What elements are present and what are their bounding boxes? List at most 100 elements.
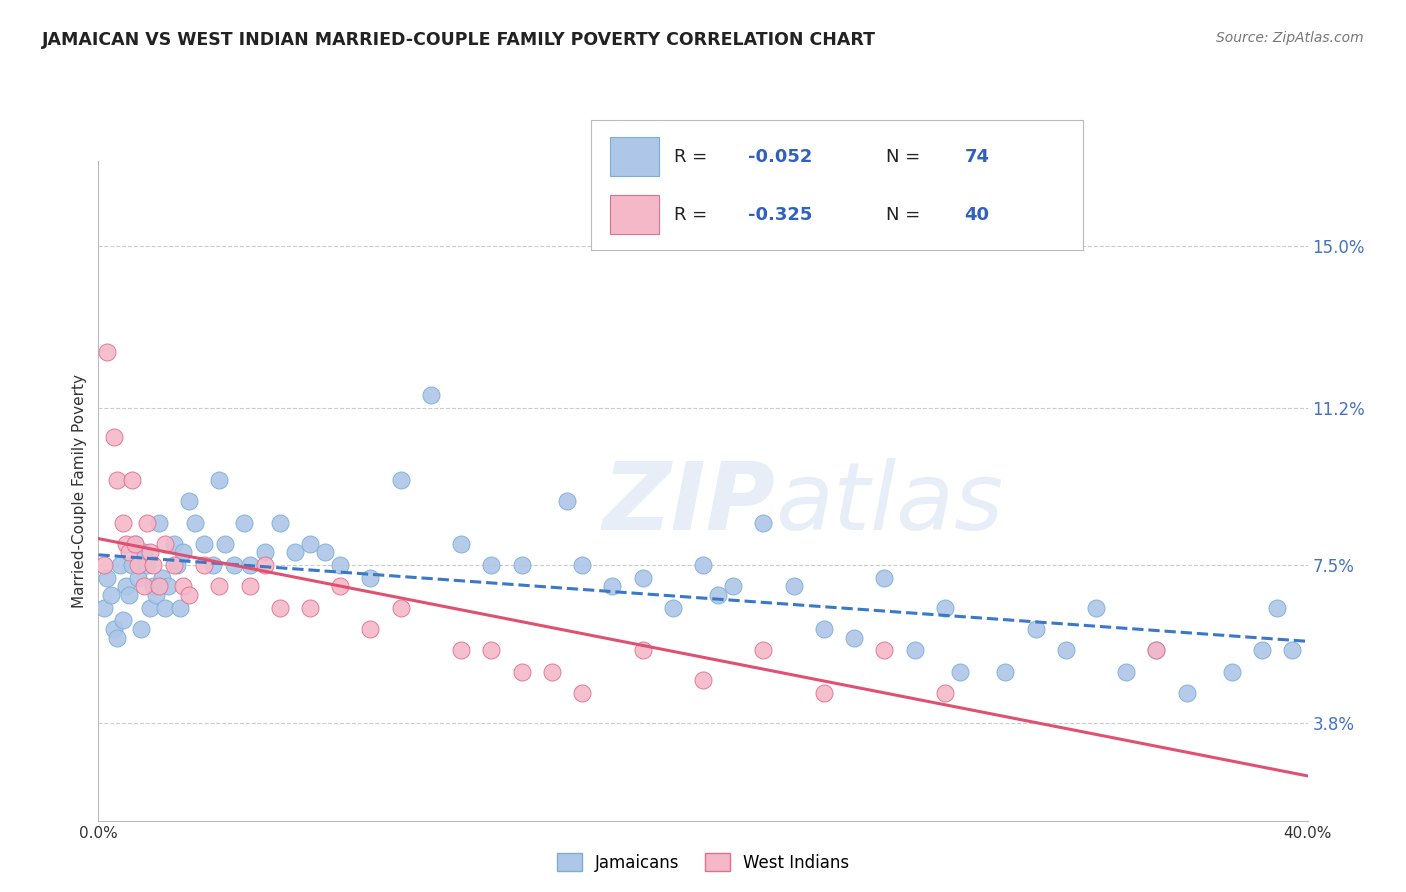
Point bbox=[299, 537, 322, 551]
Y-axis label: Married-Couple Family Poverty: Married-Couple Family Poverty bbox=[72, 374, 87, 607]
Point bbox=[1146, 643, 1168, 657]
Point bbox=[118, 588, 141, 602]
Point bbox=[541, 665, 564, 679]
Text: atlas: atlas bbox=[776, 458, 1004, 549]
Point bbox=[994, 665, 1017, 679]
Point bbox=[114, 537, 136, 551]
Point bbox=[103, 430, 125, 444]
Text: JAMAICAN VS WEST INDIAN MARRIED-COUPLE FAMILY POVERTY CORRELATION CHART: JAMAICAN VS WEST INDIAN MARRIED-COUPLE F… bbox=[42, 31, 876, 49]
Point bbox=[571, 686, 593, 700]
Point bbox=[420, 388, 443, 402]
FancyBboxPatch shape bbox=[610, 137, 659, 176]
Point bbox=[179, 494, 201, 508]
Point bbox=[135, 516, 157, 530]
Point bbox=[156, 579, 179, 593]
Point bbox=[783, 579, 806, 593]
Point bbox=[602, 579, 624, 593]
Point bbox=[329, 579, 352, 593]
FancyBboxPatch shape bbox=[610, 195, 659, 235]
Point bbox=[934, 600, 956, 615]
Point bbox=[949, 665, 972, 679]
Point bbox=[1175, 686, 1198, 700]
Point bbox=[121, 473, 143, 487]
Point bbox=[172, 579, 194, 593]
Point bbox=[169, 600, 191, 615]
Point bbox=[692, 673, 714, 687]
Point bbox=[450, 537, 472, 551]
Point bbox=[139, 600, 162, 615]
Text: R =: R = bbox=[675, 206, 713, 224]
Point bbox=[153, 537, 176, 551]
Point bbox=[1281, 643, 1303, 657]
Point bbox=[904, 643, 927, 657]
Point bbox=[1220, 665, 1243, 679]
Point bbox=[1024, 622, 1046, 636]
Point bbox=[510, 558, 533, 573]
Point bbox=[202, 558, 225, 573]
Point bbox=[752, 516, 775, 530]
Point bbox=[450, 643, 472, 657]
Legend: Jamaicans, West Indians: Jamaicans, West Indians bbox=[550, 847, 856, 879]
Text: R =: R = bbox=[675, 148, 713, 166]
Point bbox=[145, 588, 167, 602]
Point bbox=[193, 537, 215, 551]
Point bbox=[129, 622, 152, 636]
Point bbox=[253, 545, 276, 559]
Point bbox=[329, 558, 352, 573]
Text: N =: N = bbox=[886, 148, 925, 166]
Point bbox=[179, 588, 201, 602]
Point bbox=[135, 558, 157, 573]
Point bbox=[239, 579, 262, 593]
Point bbox=[481, 558, 503, 573]
Point bbox=[208, 579, 231, 593]
Point bbox=[692, 558, 714, 573]
Point bbox=[121, 558, 143, 573]
Point bbox=[1251, 643, 1274, 657]
Point bbox=[360, 622, 382, 636]
Point bbox=[224, 558, 246, 573]
Point bbox=[631, 643, 654, 657]
Text: -0.052: -0.052 bbox=[748, 148, 813, 166]
Text: 74: 74 bbox=[965, 148, 990, 166]
Point bbox=[96, 345, 118, 359]
Point bbox=[389, 600, 412, 615]
Point bbox=[555, 494, 578, 508]
Point bbox=[1115, 665, 1137, 679]
Point bbox=[111, 516, 134, 530]
Point bbox=[118, 545, 141, 559]
Point bbox=[239, 558, 262, 573]
Point bbox=[163, 537, 186, 551]
Point bbox=[108, 558, 131, 573]
Point bbox=[873, 643, 896, 657]
Point bbox=[139, 545, 162, 559]
Point bbox=[707, 588, 730, 602]
Point bbox=[132, 545, 155, 559]
Point bbox=[844, 631, 866, 645]
Point bbox=[93, 600, 115, 615]
Point bbox=[481, 643, 503, 657]
Point bbox=[184, 516, 207, 530]
Point bbox=[148, 516, 170, 530]
Point bbox=[142, 579, 165, 593]
Point bbox=[510, 665, 533, 679]
Text: -0.325: -0.325 bbox=[748, 206, 813, 224]
Point bbox=[389, 473, 412, 487]
Point bbox=[148, 579, 170, 593]
Point bbox=[723, 579, 745, 593]
Point bbox=[1054, 643, 1077, 657]
Point bbox=[127, 558, 149, 573]
Point bbox=[284, 545, 307, 559]
Point bbox=[571, 558, 593, 573]
Text: Source: ZipAtlas.com: Source: ZipAtlas.com bbox=[1216, 31, 1364, 45]
Point bbox=[153, 600, 176, 615]
Point bbox=[1146, 643, 1168, 657]
Point bbox=[1085, 600, 1108, 615]
Point bbox=[132, 579, 155, 593]
Point bbox=[813, 686, 835, 700]
Point bbox=[163, 558, 186, 573]
Point bbox=[662, 600, 685, 615]
Point bbox=[214, 537, 236, 551]
Point bbox=[193, 558, 215, 573]
Point bbox=[631, 571, 654, 585]
Point bbox=[934, 686, 956, 700]
